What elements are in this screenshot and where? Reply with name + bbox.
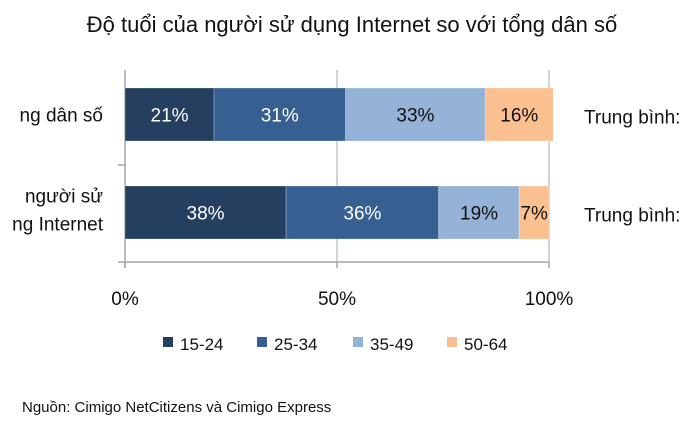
legend-swatch: [257, 337, 267, 347]
x-tick-label: 50%: [318, 289, 356, 310]
legend-label: 15-24: [180, 335, 223, 354]
data-label: 31%: [261, 106, 299, 127]
data-label: 21%: [151, 106, 189, 127]
legend-label: 25-34: [274, 335, 317, 354]
bar-segment-50-64: [484, 87, 554, 142]
right-annotation: Trung bình:: [584, 108, 680, 129]
category-label: người sử: [25, 187, 103, 208]
data-label: 7%: [520, 204, 548, 225]
x-tick-label: 0%: [111, 289, 139, 310]
right-annotation: Trung bình:: [584, 206, 680, 227]
legend-label: 35-49: [370, 335, 413, 354]
legend-swatch: [163, 337, 173, 347]
bar-segment-25-34: [213, 87, 346, 142]
data-label: 38%: [187, 204, 225, 225]
source-note: Nguồn: Cimigo NetCitizens và Cimigo Expr…: [22, 399, 331, 416]
category-label: ng Internet: [12, 215, 104, 236]
x-tick-label: 100%: [525, 289, 574, 310]
legend-swatch: [353, 337, 363, 347]
legend-swatch: [447, 337, 457, 347]
bar-segment-50-64: [518, 185, 550, 240]
legend-label: 50-64: [464, 335, 507, 354]
bar-segment-15-24: [124, 87, 215, 142]
data-label: 33%: [396, 106, 434, 127]
data-label: 36%: [343, 204, 381, 225]
bar-segment-35-49: [438, 185, 520, 240]
chart-title: Độ tuổi của người sử dụng Internet so vớ…: [87, 12, 617, 37]
data-label: 16%: [500, 106, 538, 127]
data-label: 19%: [460, 204, 498, 225]
category-label: ng dân số: [20, 106, 104, 127]
bar-segment-25-34: [285, 185, 440, 240]
